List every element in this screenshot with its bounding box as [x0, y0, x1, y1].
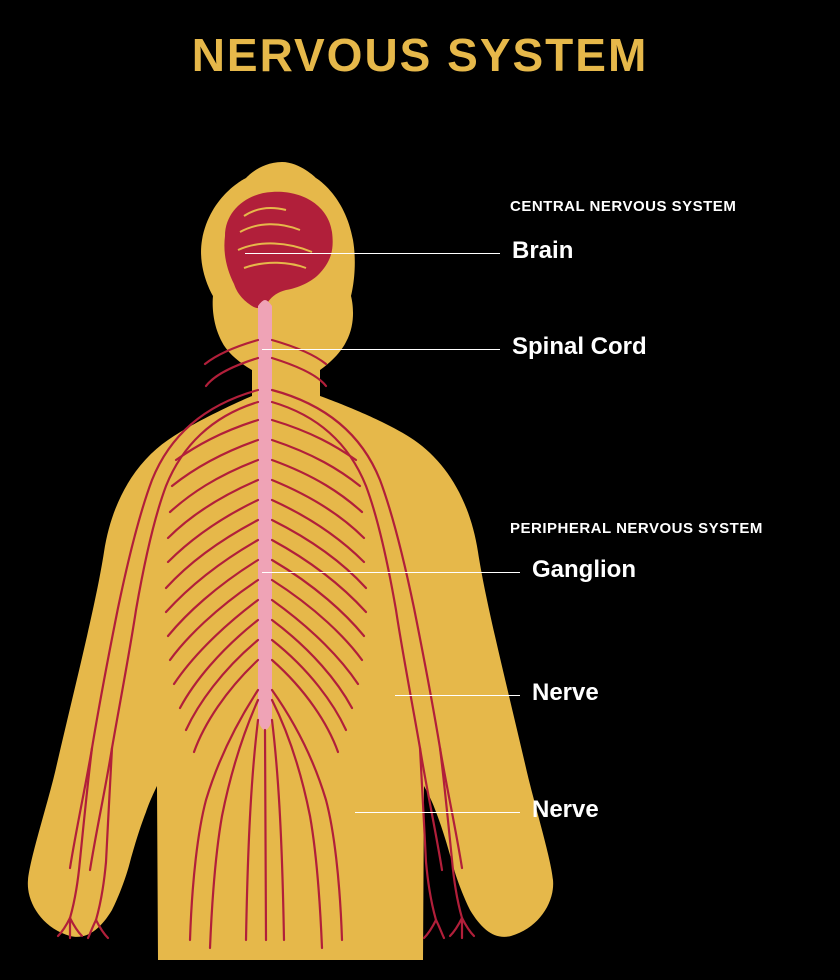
label-nerve1: Nerve	[532, 679, 599, 707]
label-spinal: Spinal Cord	[512, 333, 647, 361]
label-brain: Brain	[512, 237, 573, 265]
leader-spinal	[262, 349, 500, 350]
anatomy-figure	[0, 0, 840, 980]
spinal-cord-shape	[258, 300, 272, 730]
leader-nerve1	[395, 695, 520, 696]
label-ganglion: Ganglion	[532, 556, 636, 584]
section-header-cns: Central Nervous System	[510, 198, 736, 215]
leader-ganglion	[262, 572, 520, 573]
section-header-pns: Peripheral Nervous System	[510, 520, 763, 537]
label-nerve2: Nerve	[532, 796, 599, 824]
diagram-stage: NERVOUS SYSTEM	[0, 0, 840, 980]
leader-brain	[245, 253, 500, 254]
leader-nerve2	[355, 812, 520, 813]
